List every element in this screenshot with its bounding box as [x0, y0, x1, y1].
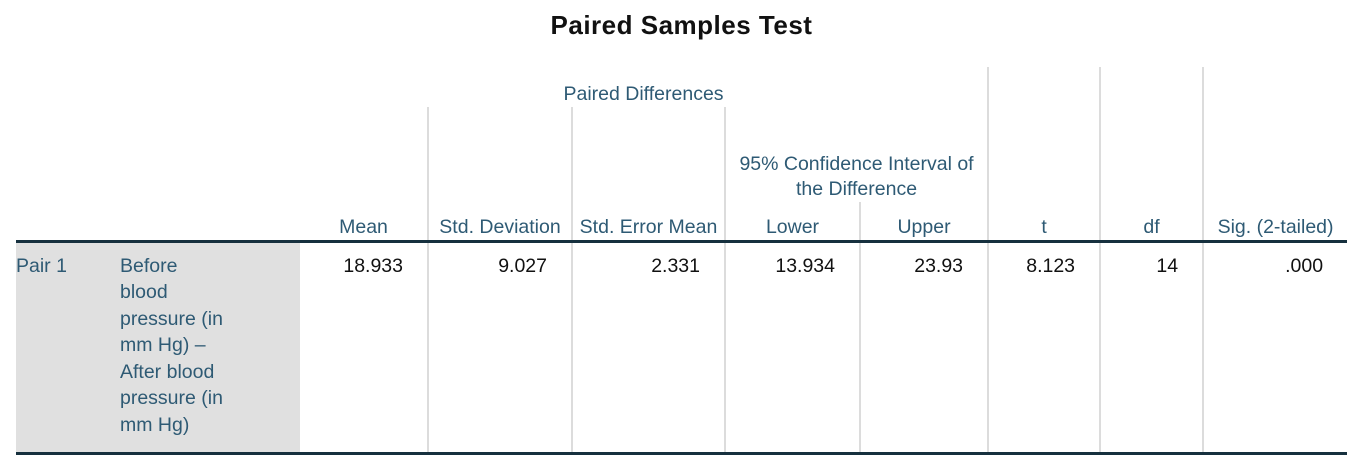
ci-bounds-header-row: Lower Upper	[16, 202, 1347, 241]
col-header-upper: Upper	[858, 202, 989, 241]
col-header-std-deviation: Std. Deviation	[427, 107, 572, 241]
confidence-interval-spanner: 95% Confidence Interval of the Differenc…	[723, 107, 989, 202]
col-header-df: df	[1099, 67, 1204, 241]
col-header-t: t	[987, 67, 1101, 241]
paired-samples-test-table: Paired Differences t df Sig. (2-tailed) …	[16, 67, 1348, 455]
header-corner-blank	[16, 67, 300, 241]
value-df: 14	[1099, 239, 1204, 455]
value-std-deviation: 9.027	[427, 239, 572, 455]
value-std-error-mean: 2.331	[571, 239, 725, 455]
sub-header-row: Mean Std. Deviation Std. Error Mean 95% …	[16, 107, 1347, 241]
value-t: 8.123	[987, 239, 1101, 455]
value-ci-lower: 13.934	[724, 239, 860, 455]
col-header-sig-2-tailed: Sig. (2-tailed)	[1202, 67, 1348, 241]
pair-label: Pair 1	[16, 239, 120, 455]
value-mean: 18.933	[300, 239, 428, 455]
col-header-std-error-mean: Std. Error Mean	[571, 107, 725, 241]
variable-pair-label: Before blood pressure (in mm Hg) – After…	[120, 239, 300, 455]
value-sig-2-tailed: .000	[1202, 239, 1348, 455]
table-row-pair-1: Pair 1 Before blood pressure (in mm Hg) …	[16, 239, 1348, 455]
value-ci-upper: 23.93	[858, 239, 989, 455]
col-header-mean: Mean	[339, 215, 388, 238]
paired-differences-spanner: Paired Differences	[563, 83, 724, 105]
spanner-header-row: Paired Differences t df Sig. (2-tailed)	[16, 67, 1348, 241]
col-header-lower: Lower	[724, 202, 860, 241]
page-title: Paired Samples Test	[550, 10, 813, 40]
